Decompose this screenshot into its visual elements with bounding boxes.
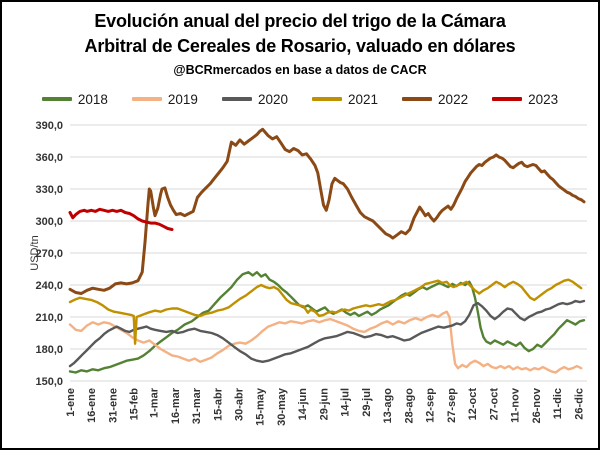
legend-item-2023: 2023 [492,92,558,107]
x-tick-label: 13-ago [382,388,394,424]
series-line-2018 [68,271,586,374]
series-line-2020 [68,299,586,368]
y-tick-label: 180,0 [35,344,63,356]
x-tick-label: 28-ago [403,388,415,424]
x-tick-label: 12-oct [467,388,479,421]
chart-legend: 2018 2019 2020 2021 2022 2023 [2,91,598,107]
x-tick-label: 1-mar [149,387,161,418]
x-tick-label: 29-jun [319,388,331,421]
x-tick-label: 16-ene [86,388,98,423]
legend-item-2018: 2018 [41,91,108,107]
legend-label-2021: 2021 [348,91,379,107]
x-tick-label: 26-nov [531,387,543,423]
chart-title-line2: Arbitral de Cereales de Rosario, valuado… [84,36,516,56]
chart-subtitle: @BCRmercados en base a datos de CACR [173,63,427,77]
legend-swatch-2019 [131,97,162,101]
y-axis-title: USD/tn [29,235,41,270]
chart-title-line1: Evolución anual del precio del trigo de … [94,11,506,31]
legend-label-2019: 2019 [167,91,198,107]
x-tick-label: 27-sep [446,388,458,423]
legend-label-2023: 2023 [528,91,559,107]
x-tick-label: 15-feb [129,388,141,421]
x-tick-label: 1-ene [65,388,77,417]
x-tick-label: 14-jul [340,388,352,417]
x-tick-label: 31-mar [191,387,203,424]
x-tick-label: 26-dic [573,388,585,420]
x-tick-label: 30-abr [234,387,246,421]
x-tick-label: 11-dic [552,388,564,419]
legend-label-2018: 2018 [77,91,108,107]
legend-item-2019: 2019 [131,91,198,107]
legend-swatch-2021 [312,97,342,101]
legend-label-2020: 2020 [257,91,288,107]
x-tick-label: 14-jun [297,388,309,421]
legend-swatch-2020 [221,97,252,101]
legend-swatch-2023 [492,97,523,101]
legend-swatch-2022 [402,97,433,101]
y-tick-label: 390,0 [35,120,63,132]
x-tick-label: 12-sep [425,388,437,423]
y-tick-label: 300,0 [35,216,63,228]
y-tick-label: 210,0 [35,312,63,324]
y-tick-label: 270,0 [35,248,63,260]
legend-item-2021: 2021 [312,92,378,107]
x-tick-label: 29-jul [361,388,373,417]
series-line-2019 [68,310,583,374]
x-tick-label: 16-mar [170,387,182,424]
legend-item-2022: 2022 [402,92,468,107]
series-line-2023 [68,207,174,231]
series-line-2021 [68,278,583,345]
series-line-2022 [68,127,586,295]
legend-label-2022: 2022 [438,91,469,107]
x-tick-label: 15-abr [212,387,224,421]
x-tick-label: 11-nov [510,387,522,423]
y-tick-label: 330,0 [35,184,63,196]
y-tick-label: 240,0 [35,280,63,292]
y-tick-label: 360,0 [35,152,63,164]
y-tick-label: 150,0 [35,376,63,388]
legend-swatch-2018 [41,97,72,101]
x-tick-label: 30-may [276,387,288,426]
x-tick-label: 27-oct [488,388,500,421]
legend-item-2020: 2020 [221,91,288,107]
x-tick-label: 15-may [255,387,267,426]
x-tick-label: 31-ene [108,388,120,423]
